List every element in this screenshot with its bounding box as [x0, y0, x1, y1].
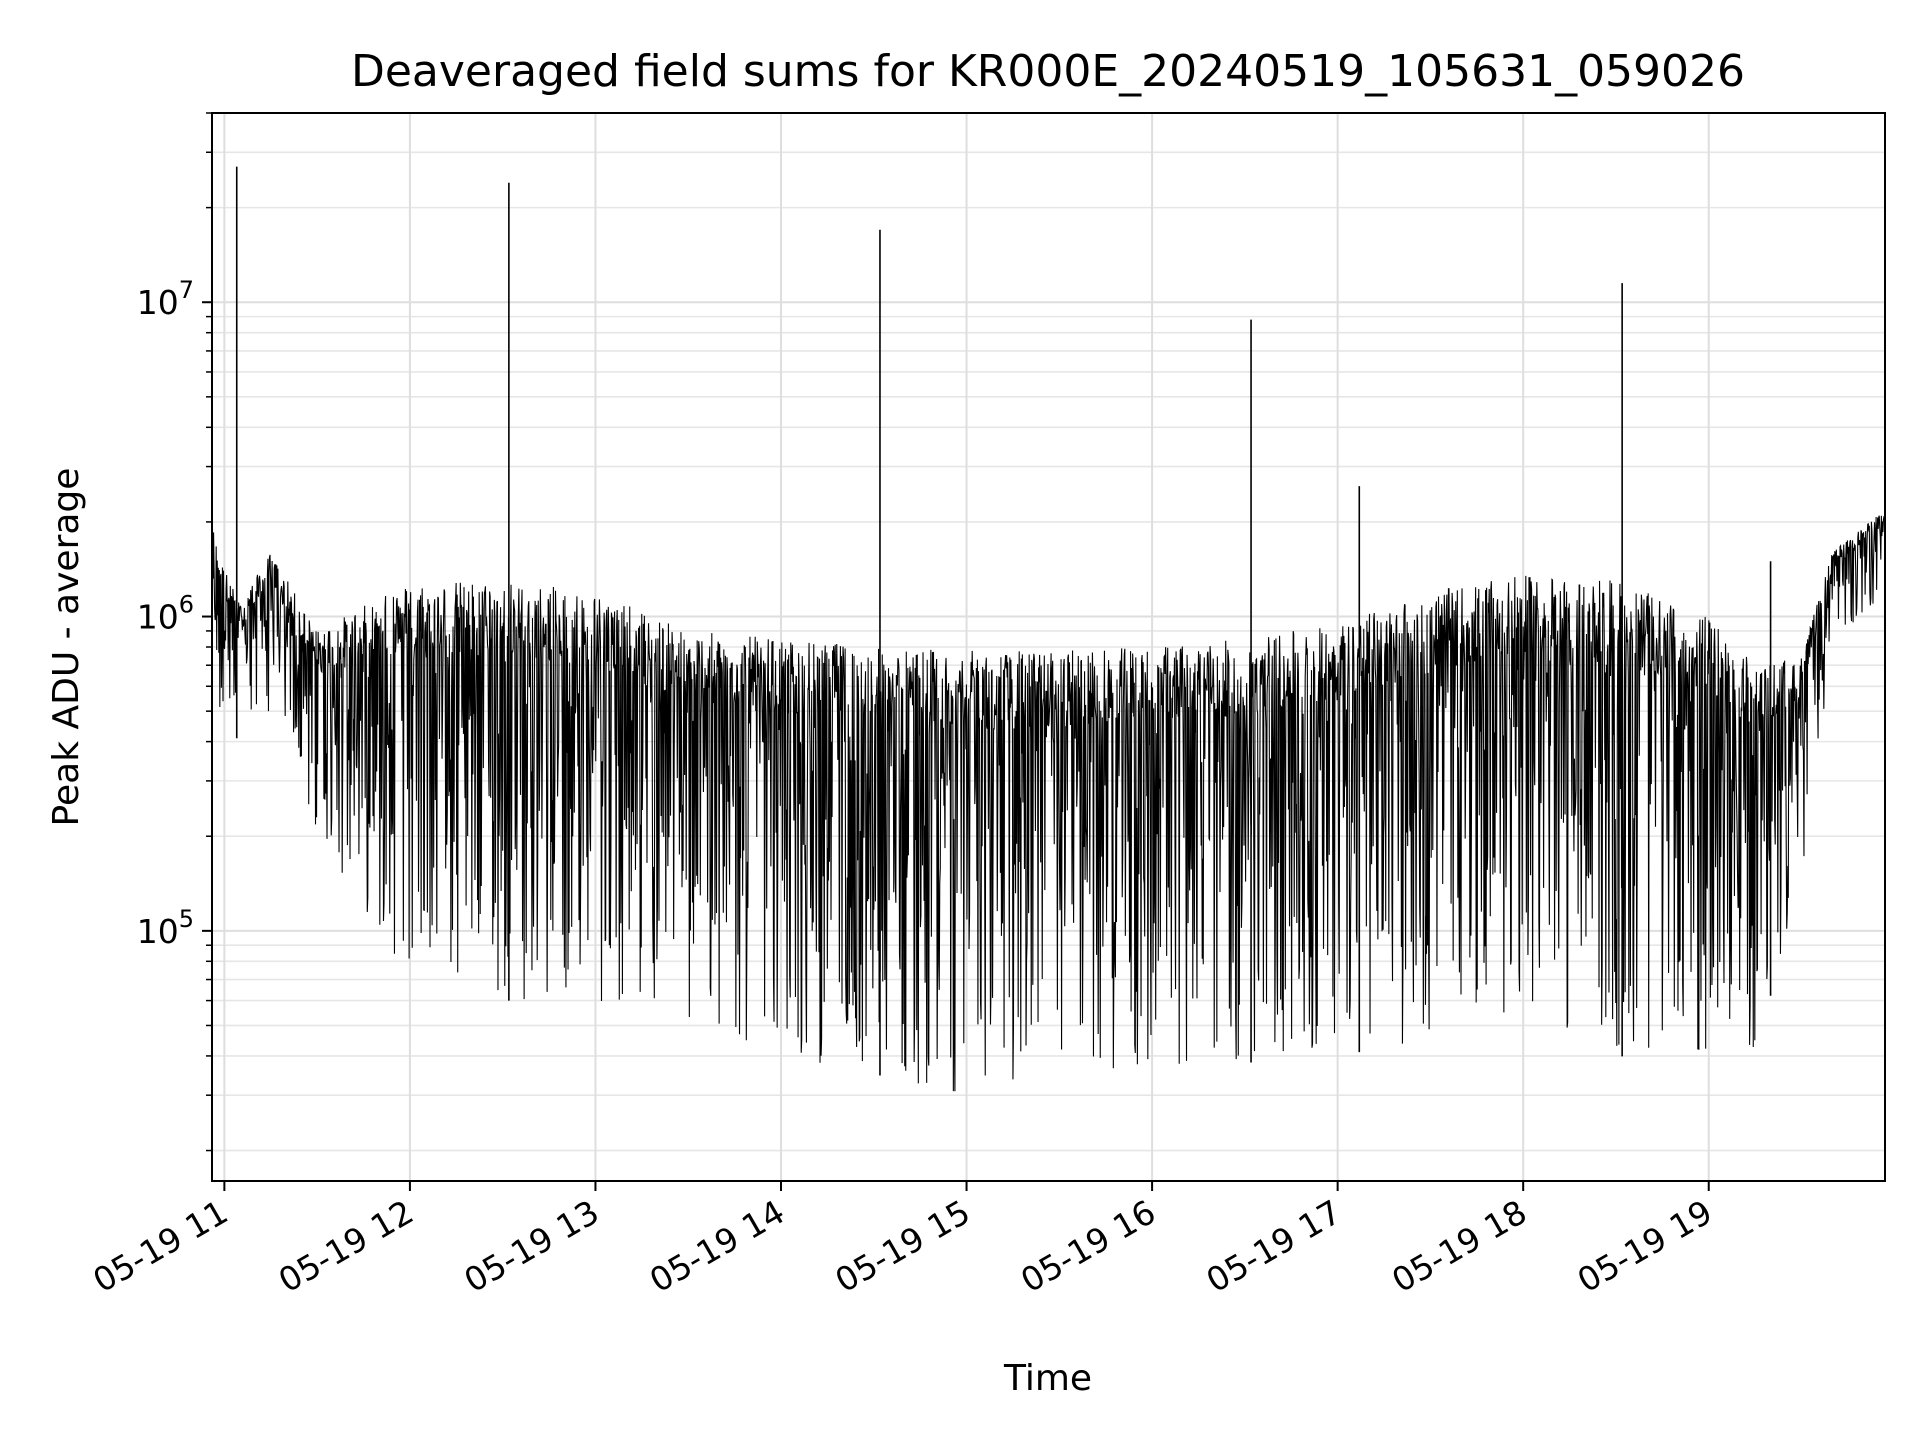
y-tick-base: 10 — [137, 912, 179, 951]
y-tick-label: 105 — [137, 905, 194, 951]
y-axis-label: Peak ADU - average — [46, 468, 87, 827]
y-tick-exponent: 5 — [179, 905, 194, 933]
y-tick-base: 10 — [137, 598, 179, 637]
y-tick-exponent: 7 — [179, 276, 194, 304]
y-tick-label: 107 — [137, 276, 194, 322]
chart-title: Deaveraged field sums for KR000E_2024051… — [351, 46, 1745, 97]
y-tick-label: 106 — [137, 591, 194, 637]
spike-group — [235, 166, 1772, 1076]
y-tick-base: 10 — [137, 283, 179, 322]
plot-area — [211, 166, 1886, 1092]
series-line — [211, 515, 1886, 1092]
x-axis-label: Time — [1003, 1358, 1092, 1399]
y-tick-exponent: 6 — [179, 591, 194, 619]
